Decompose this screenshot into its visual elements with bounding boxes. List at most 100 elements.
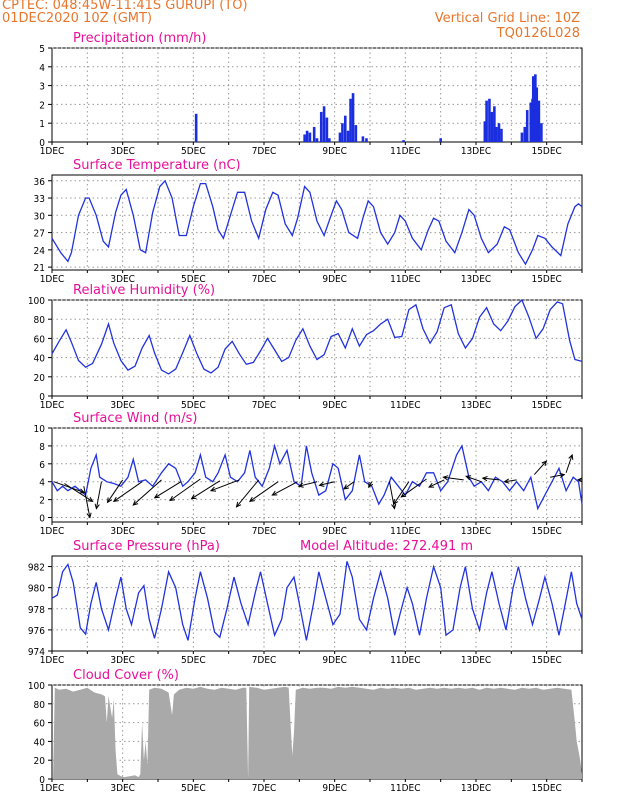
temp-xtick-label: 15DEC xyxy=(531,274,561,285)
rh-xtick-label: 3DEC xyxy=(110,400,135,411)
wind-arrow-head xyxy=(559,472,566,478)
precip-bar xyxy=(483,121,487,142)
cloud-xtick-label: 11DEC xyxy=(390,783,420,794)
pressure-xtick-label: 9DEC xyxy=(322,655,347,666)
wind-arrow xyxy=(154,481,182,499)
wind-arrow-head xyxy=(271,490,278,496)
rh-xtick-label: 9DEC xyxy=(322,400,347,411)
precip-xtick-label: 13DEC xyxy=(461,146,491,157)
precip-xtick-label: 15DEC xyxy=(531,146,561,157)
precip-bar xyxy=(493,106,496,142)
precip-xtick-label: 7DEC xyxy=(252,146,277,157)
wind-series-line xyxy=(51,443,583,511)
precip-bar xyxy=(439,138,442,142)
precip-ytick-label: 5 xyxy=(39,44,45,55)
wind-arrow xyxy=(169,478,201,501)
wind-ytick-label: 0 xyxy=(39,514,45,525)
precip-ytick-label: 0 xyxy=(39,138,45,149)
wind-arrow xyxy=(113,481,143,502)
temp-ytick-label: 30 xyxy=(34,211,46,222)
rh-ytick-label: 60 xyxy=(34,334,46,345)
rh-frame xyxy=(51,299,583,397)
temp-series-line xyxy=(51,179,583,266)
wind-arrow xyxy=(465,475,482,483)
rh-xtick-label: 1DEC xyxy=(40,400,65,411)
rh-xtick-label: 7DEC xyxy=(252,400,277,411)
temp-xtick-label: 11DEC xyxy=(390,274,420,285)
rh-xtick-label: 11DEC xyxy=(390,400,420,411)
wind-arrow xyxy=(393,481,410,505)
precip-bar xyxy=(540,123,543,142)
precip-bar xyxy=(488,98,491,142)
temp-title: Surface Temperature (nC) xyxy=(73,158,241,173)
rh-panel: 0 20 40 60 80 100 1DEC 3DEC 5DEC 7DEC 9DEC 11DEC 13D… xyxy=(28,283,583,411)
wind-xtick-label: 7DEC xyxy=(252,526,277,537)
pressure-xtick-label: 11DEC xyxy=(390,655,420,666)
rh-ytick-label: 40 xyxy=(34,354,46,365)
rh-xtick-label: 15DEC xyxy=(531,400,561,411)
precip-bar xyxy=(523,126,527,142)
precip-bar xyxy=(497,123,501,142)
cloud-panel: 0 20 40 60 80 100 1DEC 3DEC 5DEC 7DEC 9DEC 11DEC 13D… xyxy=(28,668,583,794)
temp-xtick-label: 5DEC xyxy=(181,274,206,285)
precip-bar xyxy=(361,136,365,142)
rh-ytick-label: 80 xyxy=(34,315,46,326)
cloud-xtick-label: 9DEC xyxy=(322,783,347,794)
pressure-frame xyxy=(51,555,583,652)
cloud-ytick-label: 20 xyxy=(34,756,46,767)
precip-bar xyxy=(351,93,355,142)
temp-xtick-label: 13DEC xyxy=(461,274,491,285)
precip-bar xyxy=(308,132,312,142)
rh-ytick-label: 20 xyxy=(34,373,46,384)
precip-bar xyxy=(534,74,537,142)
precip-bar xyxy=(325,117,329,142)
precip-bar xyxy=(354,125,358,142)
cloud-ytick-label: 60 xyxy=(34,719,46,730)
precip-bar xyxy=(525,110,529,142)
rh-series-line xyxy=(51,298,583,375)
precip-bar xyxy=(346,130,350,142)
wind-ytick-label: 4 xyxy=(39,478,45,489)
pressure-ytick-label: 974 xyxy=(28,647,45,658)
wind-xtick-label: 5DEC xyxy=(181,526,206,537)
wind-arrow-head xyxy=(169,495,176,502)
temp-ytick-label: 33 xyxy=(34,194,45,205)
wind-arrow xyxy=(298,481,318,487)
wind-title: Surface Wind (m/s) xyxy=(73,411,197,426)
wind-arrow-head xyxy=(442,475,449,481)
precip-bar xyxy=(365,138,368,142)
wind-arrow-head xyxy=(94,503,100,510)
precip-xtick-label: 1DEC xyxy=(40,146,65,157)
temp-xtick-label: 1DEC xyxy=(40,274,65,285)
wind-ytick-label: 10 xyxy=(34,424,46,435)
pressure-xtick-label: 15DEC xyxy=(531,655,561,666)
wind-arrow xyxy=(550,474,565,478)
precip-ytick-label: 1 xyxy=(39,119,45,130)
wind-arrow xyxy=(236,479,260,508)
precip-bar xyxy=(341,123,344,142)
precip-bar xyxy=(495,126,498,142)
precip-ytick-label: 4 xyxy=(39,63,45,74)
cloud-ytick-label: 40 xyxy=(34,737,46,748)
precip-bar xyxy=(319,111,323,142)
wind-arrow-head xyxy=(368,482,374,489)
cloud-ytick-label: 0 xyxy=(39,775,45,786)
wind-xtick-label: 3DEC xyxy=(110,526,135,537)
wind-arrow xyxy=(272,481,298,496)
rh-ytick-label: 100 xyxy=(28,296,45,307)
precip-bar xyxy=(343,115,347,142)
precip-ytick-label: 2 xyxy=(39,100,45,111)
wind-xtick-label: 13DEC xyxy=(461,526,491,537)
precip-xtick-label: 3DEC xyxy=(110,146,135,157)
temp-xtick-label: 3DEC xyxy=(110,274,135,285)
wind-xtick-label: 9DEC xyxy=(322,526,347,537)
wind-arrow-head xyxy=(318,481,325,487)
precip-bar xyxy=(322,106,326,142)
wind-arrow xyxy=(319,481,335,486)
cloud-xtick-label: 15DEC xyxy=(531,783,561,794)
wind-ytick-label: 6 xyxy=(39,460,45,471)
wind-arrow-head xyxy=(576,477,583,483)
wind-arrow xyxy=(565,454,573,473)
precip-xtick-label: 5DEC xyxy=(181,146,206,157)
wind-arrow-head xyxy=(79,488,86,494)
